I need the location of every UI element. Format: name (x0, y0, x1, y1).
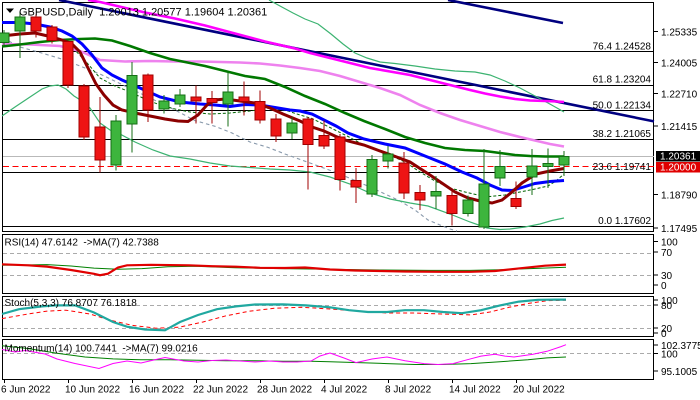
svg-text:1.22710: 1.22710 (661, 90, 698, 101)
svg-text:1.20000: 1.20000 (660, 163, 697, 174)
svg-text:8 Jul 2022: 8 Jul 2022 (385, 385, 432, 396)
svg-text:0: 0 (661, 281, 667, 292)
svg-text:10 Jun 2022: 10 Jun 2022 (65, 385, 120, 396)
svg-text:100: 100 (661, 349, 678, 360)
svg-text:95.1005: 95.1005 (661, 367, 698, 378)
svg-text:1.17495: 1.17495 (661, 224, 698, 235)
svg-text:76.4 1.24528: 76.4 1.24528 (593, 42, 652, 53)
svg-text:1.25335: 1.25335 (661, 28, 698, 39)
svg-text:0.0 1.17602: 0.0 1.17602 (598, 216, 651, 227)
svg-text:14 Jul 2022: 14 Jul 2022 (449, 385, 501, 396)
svg-text:6 Jun 2022: 6 Jun 2022 (1, 385, 51, 396)
svg-text:Momentum(14) 100.7441 ->MA(7): Momentum(14) 100.7441 ->MA(7) 99.0216 (5, 344, 199, 355)
svg-text:30: 30 (661, 271, 673, 282)
svg-text:1.20361: 1.20361 (660, 152, 697, 163)
svg-text:20 Jul 2022: 20 Jul 2022 (513, 385, 565, 396)
svg-text:4 Jul 2022: 4 Jul 2022 (321, 385, 368, 396)
svg-text:Stoch(5,3,3) 76.8707 76.1818: Stoch(5,3,3) 76.8707 76.1818 (5, 298, 138, 309)
svg-text:61.8 1.23204: 61.8 1.23204 (593, 75, 652, 86)
svg-text:1.21415: 1.21415 (661, 122, 698, 133)
svg-text:1.24005: 1.24005 (661, 59, 698, 70)
svg-text:1.18790: 1.18790 (661, 190, 698, 201)
svg-text:28 Jun 2022: 28 Jun 2022 (257, 385, 312, 396)
svg-text:23.6 1.19741: 23.6 1.19741 (593, 162, 652, 173)
svg-text:100: 100 (661, 238, 678, 249)
svg-text:16 Jun 2022: 16 Jun 2022 (129, 385, 184, 396)
svg-text:20: 20 (661, 324, 673, 335)
svg-text:80: 80 (661, 301, 673, 312)
svg-text:38.2 1.21065: 38.2 1.21065 (593, 129, 652, 140)
svg-text:50.0 1.22134: 50.0 1.22134 (593, 101, 652, 112)
svg-text:0: 0 (661, 329, 667, 340)
svg-text:70: 70 (661, 248, 673, 259)
svg-text:GBPUSD,Daily 1.20013 1.20577: GBPUSD,Daily 1.20013 1.20577 1.19604 1.2… (19, 7, 267, 19)
svg-text:102.3775: 102.3775 (661, 341, 700, 352)
svg-text:22 Jun 2022: 22 Jun 2022 (193, 385, 248, 396)
svg-text:100: 100 (661, 296, 678, 307)
svg-text:RSI(14) 47.6142 ->MA(7) 42.73: RSI(14) 47.6142 ->MA(7) 42.7388 (5, 238, 160, 249)
